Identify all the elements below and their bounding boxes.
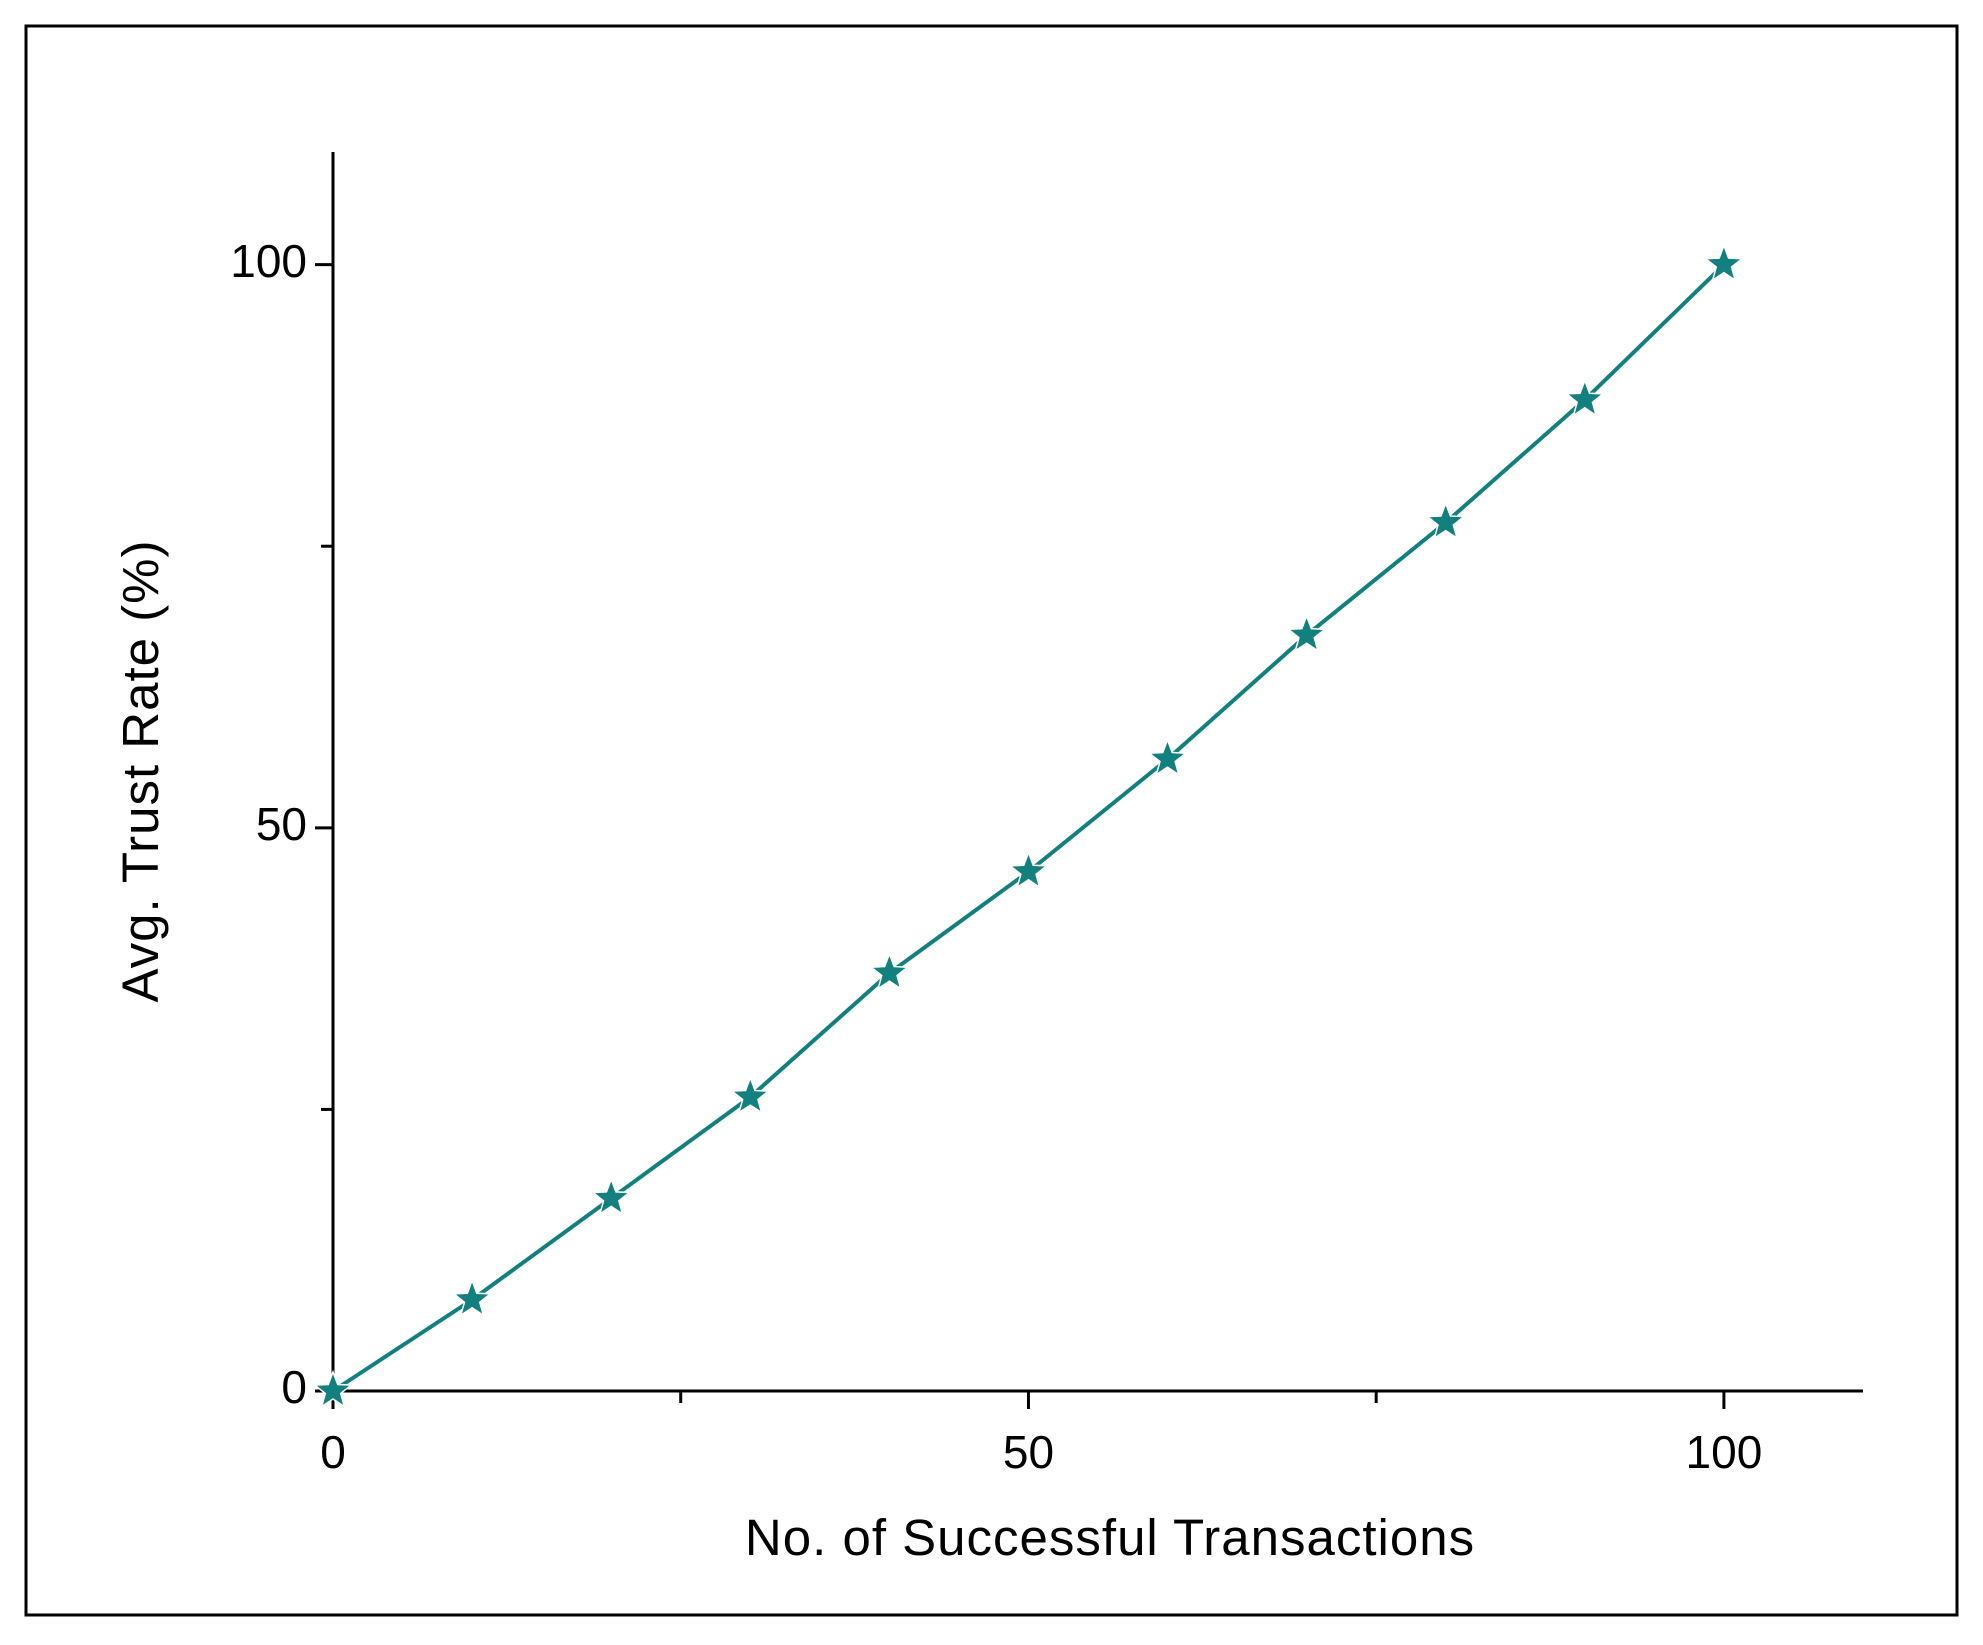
data-point xyxy=(730,1075,771,1115)
data-point xyxy=(1008,850,1049,889)
x-axis-title: No. of Successful Transactions xyxy=(745,1509,1475,1566)
frame xyxy=(24,24,1959,1617)
series-line xyxy=(331,263,1726,1393)
x-tick-label: 50 xyxy=(1003,1426,1054,1478)
x-tick-label: 0 xyxy=(320,1426,346,1478)
x-tick-label: 100 xyxy=(1686,1426,1763,1478)
y-tick-label: 100 xyxy=(230,235,307,287)
data-point xyxy=(451,1278,493,1317)
data-point xyxy=(1564,378,1606,418)
data-point xyxy=(1703,243,1745,282)
y-tick-label: 50 xyxy=(256,798,307,850)
data-point xyxy=(312,1369,354,1409)
data-point xyxy=(1147,737,1188,777)
data-point xyxy=(1425,501,1466,540)
y-tick-label: 0 xyxy=(281,1361,307,1413)
y-axis-title: Avg. Trust Rate (%) xyxy=(112,539,169,1002)
data-point xyxy=(590,1177,632,1216)
data-point xyxy=(869,951,910,991)
data-point xyxy=(1286,613,1327,653)
